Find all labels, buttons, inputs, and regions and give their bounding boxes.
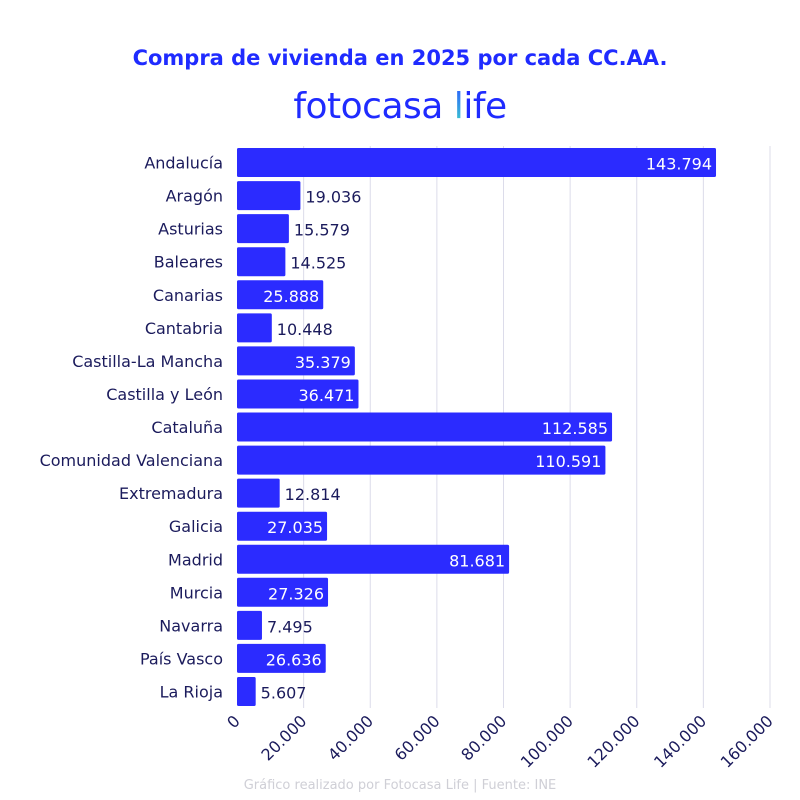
x-tick-label: 0: [223, 711, 244, 732]
category-label: Canarias: [153, 286, 223, 305]
value-label: 25.888: [263, 287, 319, 306]
category-label: Andalucía: [144, 154, 223, 173]
x-tick-label: 40.000: [324, 711, 377, 764]
category-label: Galicia: [169, 517, 223, 536]
bar: [237, 247, 286, 277]
logo-rest: ife: [463, 86, 507, 127]
category-label: Asturias: [158, 220, 223, 239]
value-label: 81.681: [449, 551, 505, 570]
category-label: Aragón: [166, 187, 223, 206]
value-label: 27.326: [268, 584, 324, 603]
category-label: Baleares: [154, 253, 223, 272]
chart-footer: Gráfico realizado por Fotocasa Life | Fu…: [243, 778, 557, 793]
x-tick-label: 20.000: [257, 711, 310, 764]
bar: [237, 412, 613, 442]
bar: [237, 478, 280, 508]
x-tick-label: 160.000: [717, 711, 777, 771]
value-label: 35.379: [295, 353, 351, 372]
bar: [237, 577, 329, 607]
chart-title: Compra de vivienda en 2025 por cada CC.A…: [132, 46, 668, 70]
x-tick-label: 80.000: [457, 711, 510, 764]
bar: [237, 313, 272, 343]
value-label: 5.607: [261, 683, 307, 702]
logo-main: fotocasa: [293, 86, 454, 127]
category-label: La Rioja: [160, 682, 223, 701]
value-label: 15.579: [294, 221, 350, 240]
category-label: Castilla-La Mancha: [72, 352, 223, 371]
value-label: 19.036: [305, 188, 361, 207]
x-tick-label: 60.000: [391, 711, 444, 764]
bar: [237, 181, 301, 211]
bar: [237, 214, 289, 244]
bar: [237, 643, 326, 673]
category-label: Murcia: [170, 583, 223, 602]
bar: [237, 346, 355, 376]
bar: [237, 379, 359, 409]
bar: [237, 676, 256, 706]
value-label: 27.035: [267, 518, 323, 537]
value-label: 26.636: [266, 650, 322, 669]
category-label: País Vasco: [140, 649, 223, 668]
bar: [237, 148, 717, 178]
fotocasa-life-logo: fotocasa life: [0, 86, 800, 127]
logo-accent-letter: l: [453, 86, 464, 127]
category-label: Madrid: [168, 550, 223, 569]
category-label: Cantabria: [145, 319, 223, 338]
category-label: Castilla y León: [106, 385, 223, 404]
category-label: Cataluña: [151, 418, 223, 437]
bar: [237, 610, 262, 640]
value-label: 110.591: [535, 452, 601, 471]
bar: [237, 544, 510, 574]
x-tick-label: 120.000: [583, 711, 643, 771]
value-label: 7.495: [267, 617, 313, 636]
category-label: Navarra: [159, 616, 223, 635]
bar: [237, 445, 606, 475]
value-label: 112.585: [542, 419, 608, 438]
value-label: 10.448: [277, 320, 333, 339]
value-label: 36.471: [299, 386, 355, 405]
bar: [237, 511, 328, 541]
value-label: 143.794: [646, 155, 712, 174]
value-label: 14.525: [290, 254, 346, 273]
category-label: Extremadura: [119, 484, 223, 503]
bar: [237, 280, 324, 310]
x-tick-label: 100.000: [517, 711, 577, 771]
category-label: Comunidad Valenciana: [40, 451, 223, 470]
x-tick-label: 140.000: [650, 711, 710, 771]
value-label: 12.814: [285, 485, 341, 504]
